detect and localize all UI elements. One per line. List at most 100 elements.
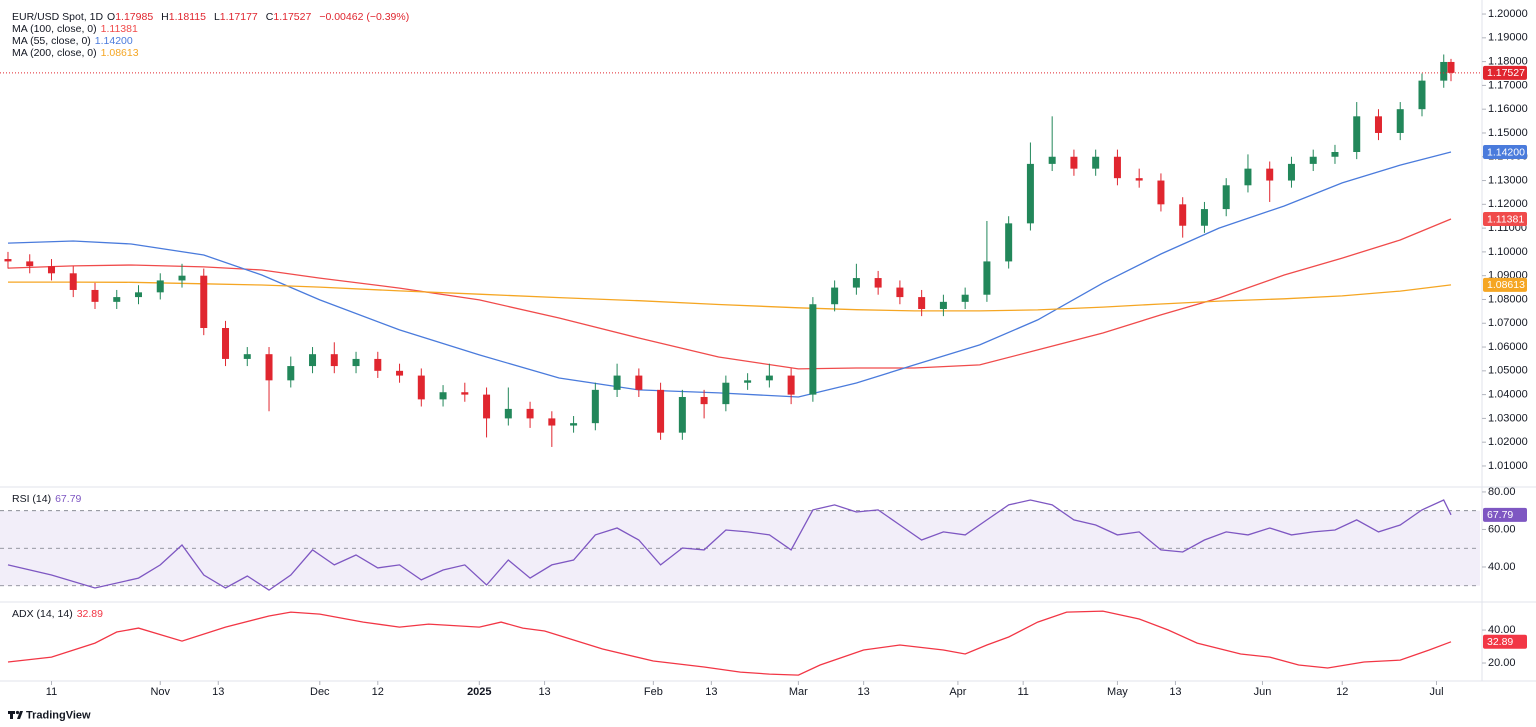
- price-tag: [1483, 65, 1527, 80]
- candle-body: [1048, 156, 1056, 164]
- rsi-legend: RSI (14) 67.79: [12, 493, 85, 505]
- candle-body: [1418, 80, 1426, 110]
- y-tick-label: 1.16000: [1488, 103, 1528, 115]
- candle-body: [1070, 156, 1078, 169]
- change-value: −0.00462 (−0.39%): [319, 11, 410, 23]
- candle-body: [1447, 61, 1455, 73]
- candle-body: [809, 304, 817, 395]
- y-tick-label: 1.03000: [1488, 412, 1528, 424]
- indicator-value: 32.89: [76, 608, 103, 620]
- y-tick-label: 1.07000: [1488, 317, 1528, 329]
- indicator-name: MA (100, close, 0): [12, 23, 97, 35]
- y-tick-label: 1.06000: [1488, 341, 1528, 353]
- candle-body: [417, 375, 425, 400]
- candle-body: [352, 358, 360, 367]
- x-tick-label: 11: [46, 686, 57, 698]
- indicator-value: 1.11381: [100, 23, 138, 35]
- candle-body: [852, 278, 860, 288]
- candle-body: [1157, 180, 1165, 205]
- x-tick-label: 13: [1169, 686, 1181, 698]
- candle-body: [918, 297, 926, 309]
- x-tick-label: Nov: [150, 686, 170, 698]
- price-tag: [1483, 144, 1527, 159]
- symbol-title: EUR/USD Spot, 1D: [12, 11, 104, 23]
- y-tick-label: 1.10000: [1488, 246, 1528, 258]
- price-tag: [1483, 212, 1527, 227]
- logo-part: [17, 711, 23, 719]
- candle-body: [91, 289, 99, 302]
- candle-body: [439, 392, 447, 400]
- candle-body: [744, 380, 752, 383]
- candle-body: [961, 294, 969, 302]
- candle-body: [178, 275, 186, 281]
- candle-body: [831, 287, 839, 305]
- ohlc-label: C: [265, 11, 274, 23]
- y-tick-label: 1.15000: [1488, 127, 1528, 139]
- legend-row: RSI (14) 67.79: [12, 493, 85, 505]
- candle-body: [896, 287, 904, 298]
- candle-body: [1374, 116, 1382, 133]
- candle-body: [135, 292, 143, 298]
- price-tag-label: 32.89: [1487, 636, 1513, 648]
- candle-body: [287, 366, 295, 381]
- candle-body: [1244, 168, 1252, 186]
- logo-part: [15, 710, 20, 715]
- brand-name: TradingView: [26, 709, 91, 721]
- price-tag: [1483, 277, 1527, 292]
- candle-body: [635, 375, 643, 390]
- indicator-name: MA (55, close, 0): [12, 35, 91, 47]
- indicator-name: ADX (14, 14): [12, 608, 73, 620]
- y-tick-label: 1.19000: [1488, 32, 1528, 44]
- logo-part: [10, 711, 13, 719]
- x-tick-label: May: [1107, 686, 1128, 698]
- candle-body: [26, 261, 34, 267]
- candle-body: [243, 354, 251, 359]
- x-tick-label: 13: [705, 686, 717, 698]
- y-tick-label: 1.12000: [1488, 198, 1528, 210]
- candle-body: [483, 394, 491, 419]
- ohlc-label: L: [213, 11, 220, 23]
- ohlc-item: C1.17527: [266, 11, 316, 23]
- candle-body: [548, 418, 556, 426]
- price-tag-label: 1.08613: [1487, 279, 1525, 291]
- x-tick-label: Dec: [310, 686, 330, 698]
- ohlc-value: 1.18115: [168, 11, 206, 23]
- y-tick-label: 1.20000: [1488, 8, 1528, 20]
- y-tick-label: 1.04000: [1488, 389, 1528, 401]
- ohlc-label: O: [107, 11, 116, 23]
- candle-body: [722, 382, 730, 405]
- candle-body: [1005, 223, 1013, 262]
- legend-row: ADX (14, 14) 32.89: [12, 608, 107, 620]
- price-tag-label: 1.14200: [1487, 146, 1525, 158]
- indicator-value: 1.14200: [94, 35, 133, 47]
- price-tag-label: 1.11381: [1487, 213, 1524, 225]
- ohlc-item: H1.18115: [161, 11, 210, 23]
- x-tick-label: 12: [372, 686, 384, 698]
- candle-body: [1092, 156, 1100, 169]
- candle-body: [613, 375, 621, 390]
- candle-body: [570, 423, 578, 426]
- y-tick-label: 1.18000: [1488, 56, 1528, 68]
- y-tick-label: 1.08000: [1488, 293, 1528, 305]
- ohlc-item: L1.17177: [214, 11, 262, 23]
- candle-body: [874, 278, 882, 288]
- ohlc-item: O1.17985: [107, 11, 157, 23]
- candle-body: [1440, 61, 1448, 81]
- indicator-name: MA (200, close, 0): [12, 47, 97, 59]
- x-tick-label: Jul: [1429, 686, 1443, 698]
- y-tick-label: 1.02000: [1488, 436, 1528, 448]
- ohlc-value: 1.17177: [219, 11, 258, 23]
- x-tick-label: 13: [212, 686, 224, 698]
- y-tick-label: 20.00: [1488, 657, 1516, 669]
- x-tick-label: Apr: [949, 686, 966, 698]
- candle-body: [591, 389, 599, 424]
- indicator-value: 1.08613: [100, 47, 139, 59]
- brand-logo[interactable]: TradingView: [8, 709, 91, 721]
- candle-body: [200, 275, 208, 329]
- candle-body: [265, 354, 273, 381]
- candle-body: [657, 389, 665, 433]
- price-tag: [1483, 634, 1527, 649]
- candle-body: [678, 396, 686, 433]
- x-tick-label: 12: [1336, 686, 1348, 698]
